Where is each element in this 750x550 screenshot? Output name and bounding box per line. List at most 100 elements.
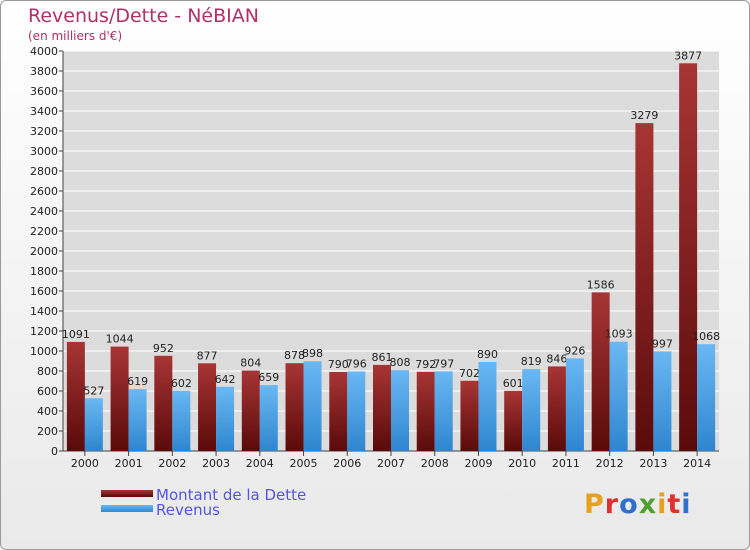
y-tick-label: 4000	[30, 45, 58, 58]
bar-revenue	[653, 351, 672, 451]
y-tick-label: 1200	[30, 325, 58, 338]
data-label-debt: 804	[240, 357, 261, 370]
data-label-revenue: 898	[302, 347, 323, 360]
data-label-debt: 877	[197, 349, 218, 362]
bar-debt	[679, 63, 698, 452]
data-label-revenue: 602	[171, 377, 192, 390]
y-tick-label: 2400	[30, 205, 58, 218]
y-tick-label: 3400	[30, 105, 58, 118]
bar-revenue	[84, 398, 103, 451]
bar-revenue	[391, 370, 409, 451]
data-label-debt: 790	[328, 358, 349, 371]
y-tick-label: 1000	[30, 345, 58, 358]
y-tick-label: 3200	[30, 125, 58, 138]
logo-letter: P	[584, 489, 605, 520]
data-label-debt: 846	[546, 352, 567, 365]
bar-debt	[154, 355, 173, 451]
y-tick-label: 2200	[30, 225, 58, 238]
bar-revenue	[609, 341, 628, 451]
y-tick-label: 2600	[30, 185, 58, 198]
y-tick-label: 0	[51, 445, 58, 458]
bar-revenue	[565, 358, 584, 451]
x-tick-label: 2013	[639, 457, 667, 470]
x-tick-label: 2012	[596, 457, 624, 470]
y-tick-label: 400	[37, 405, 58, 418]
y-tick-label: 200	[37, 425, 58, 438]
logo-letter: t	[667, 489, 682, 520]
x-tick-label: 2006	[333, 457, 361, 470]
logo-letter: i	[657, 489, 668, 520]
chart-title: Revenus/Dette - NéBIAN	[28, 5, 259, 27]
proxiti-logo: Proxiti	[584, 489, 692, 520]
bar-debt	[329, 372, 348, 451]
bar-revenue	[522, 369, 541, 451]
data-label-debt: 1044	[106, 333, 134, 346]
data-label-debt: 878	[284, 349, 305, 362]
y-tick-label: 1800	[30, 265, 58, 278]
bar-revenue	[697, 344, 716, 451]
x-tick-label: 2003	[202, 457, 230, 470]
y-tick-label: 1600	[30, 285, 58, 298]
y-tick-label: 2800	[30, 165, 58, 178]
legend-swatch-debt	[101, 490, 153, 497]
bar-revenue	[128, 389, 147, 451]
legend-label-revenue: Revenus	[156, 501, 220, 519]
bar-revenue	[172, 390, 191, 451]
chart-subtitle: (en milliers d'€)	[28, 29, 123, 43]
bar-debt	[635, 123, 654, 451]
x-tick-label: 2009	[464, 457, 492, 470]
x-tick-label: 2008	[421, 457, 449, 470]
data-label-debt: 601	[503, 377, 524, 390]
x-tick-label: 2014	[683, 457, 711, 470]
x-tick-label: 2004	[246, 457, 274, 470]
data-label-revenue: 819	[521, 355, 542, 368]
x-tick-label: 2001	[115, 457, 143, 470]
data-label-revenue: 619	[127, 375, 148, 388]
bar-debt	[460, 380, 479, 451]
logo-letter: r	[604, 489, 620, 520]
data-label-revenue: 997	[652, 337, 673, 350]
bar-revenue	[347, 371, 366, 451]
bar-revenue	[259, 385, 278, 451]
bar-debt	[198, 363, 217, 451]
y-tick-label: 800	[37, 365, 58, 378]
legend-label-debt: Montant de la Dette	[156, 486, 307, 504]
data-label-revenue: 926	[564, 344, 585, 357]
bar-debt	[591, 292, 610, 451]
data-label-debt: 3279	[630, 109, 658, 122]
bar-debt	[285, 363, 304, 451]
data-label-revenue: 642	[215, 373, 236, 386]
x-tick-label: 2011	[552, 457, 580, 470]
legend-swatch-revenue	[101, 505, 153, 512]
bar-debt	[241, 370, 260, 451]
data-label-debt: 952	[153, 342, 174, 355]
bar-debt	[110, 346, 129, 451]
bar-debt	[416, 371, 435, 451]
logo-letter: o	[619, 489, 639, 520]
data-label-revenue: 808	[390, 356, 411, 369]
data-label-debt: 861	[372, 351, 393, 364]
y-tick-label: 3600	[30, 85, 58, 98]
x-tick-label: 2005	[290, 457, 318, 470]
data-label-revenue: 1068	[692, 330, 720, 343]
bar-revenue	[216, 386, 235, 451]
bar-debt	[504, 390, 523, 451]
bar-debt	[547, 366, 566, 451]
x-tick-label: 2010	[508, 457, 536, 470]
x-tick-label: 2002	[158, 457, 186, 470]
bar-revenue	[478, 362, 497, 451]
data-label-revenue: 1093	[605, 328, 633, 341]
y-tick-label: 3800	[30, 65, 58, 78]
y-tick-label: 1400	[30, 305, 58, 318]
data-label-revenue: 527	[83, 384, 104, 397]
data-label-debt: 702	[459, 367, 480, 380]
data-label-revenue: 797	[433, 357, 454, 370]
bar-revenue	[434, 371, 453, 451]
y-tick-label: 3000	[30, 145, 58, 158]
data-label-revenue: 890	[477, 348, 498, 361]
y-tick-label: 600	[37, 385, 58, 398]
data-label-debt: 1091	[62, 328, 90, 341]
x-tick-label: 2000	[71, 457, 99, 470]
